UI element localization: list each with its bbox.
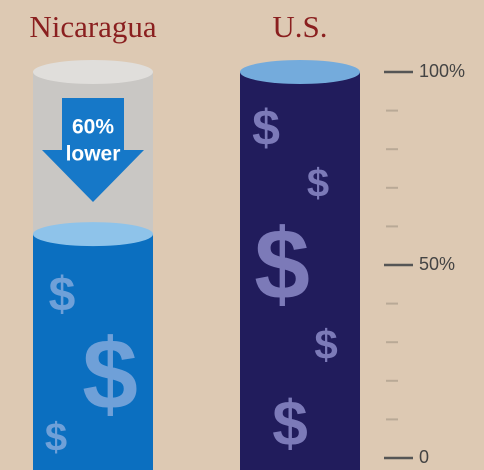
fill-surface xyxy=(33,222,153,246)
fill-surface xyxy=(240,60,360,84)
chart: 0 50% 100% Nicaragua U.S. xyxy=(0,0,484,470)
category-label: U.S. xyxy=(272,9,327,44)
bar xyxy=(240,72,360,470)
page: 050%100%NicaraguaU.S. $ $ $ $ $ $ $ $ 60… xyxy=(0,0,484,470)
y-tick-label: 100% xyxy=(419,61,465,81)
y-tick-label: 0 xyxy=(419,447,429,467)
cylinder-rim xyxy=(33,60,153,84)
cylinder-empty xyxy=(33,72,153,234)
y-tick-label: 50% xyxy=(419,254,455,274)
bar xyxy=(33,234,153,470)
category-label: Nicaragua xyxy=(29,9,157,44)
